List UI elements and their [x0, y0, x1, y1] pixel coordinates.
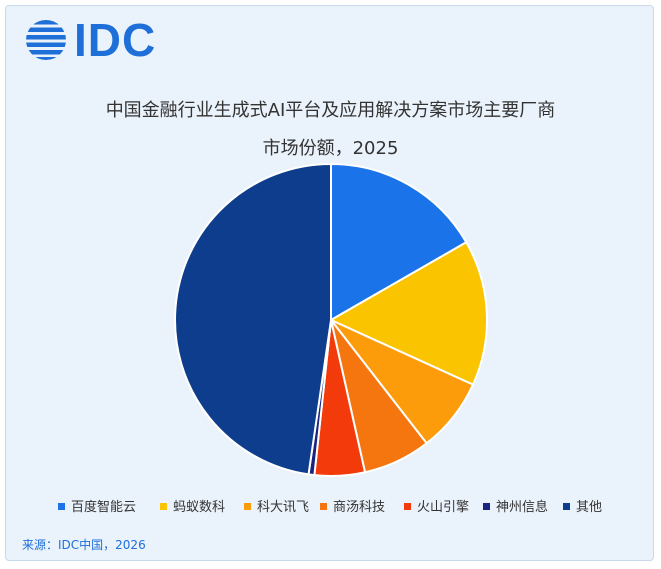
legend-label: 百度智能云 — [71, 500, 137, 515]
legend-item: 百度智能云 — [58, 498, 136, 518]
chart-title-line-1: 中国金融行业生成式AI平台及应用解决方案市场主要厂商 — [105, 100, 556, 121]
legend-swatch — [58, 503, 65, 510]
legend-swatch — [483, 503, 490, 510]
legend-item: 蚂蚁数科 — [160, 498, 225, 518]
legend-swatch — [244, 503, 251, 510]
chart-title-line-2: 市场份额，2025 — [262, 138, 399, 159]
legend-swatch — [404, 503, 411, 510]
pie-slice-1 — [328, 240, 488, 386]
legend-item: 科大讯飞 — [244, 498, 309, 518]
legend-label: 火山引擎 — [417, 500, 470, 515]
legend-label: 神州信息 — [496, 500, 549, 515]
legend-item: 其他 — [563, 498, 602, 518]
pie-slice-0 — [330, 162, 468, 322]
legend-item: 火山引擎 — [404, 498, 469, 518]
legend: 百度智能云 蚂蚁数科 科大讯飞 商汤科技 火山引擎 神州信息 其他 — [58, 498, 638, 518]
idc-logo: IDC — [24, 14, 174, 66]
legend-label: 科大讯飞 — [257, 500, 310, 515]
legend-swatch — [320, 503, 327, 510]
legend-label: 商汤科技 — [333, 500, 386, 515]
legend-label: 其他 — [576, 500, 603, 515]
legend-swatch — [160, 503, 167, 510]
legend-item: 神州信息 — [483, 498, 548, 518]
legend-item: 商汤科技 — [320, 498, 385, 518]
source-note: 来源：IDC中国，2026 — [22, 538, 146, 552]
legend-label: 蚂蚁数科 — [173, 500, 226, 515]
pie-slice-6 — [174, 162, 332, 476]
logo-wordmark: IDC — [74, 14, 157, 66]
legend-swatch — [563, 503, 570, 510]
globe-icon — [26, 20, 66, 60]
